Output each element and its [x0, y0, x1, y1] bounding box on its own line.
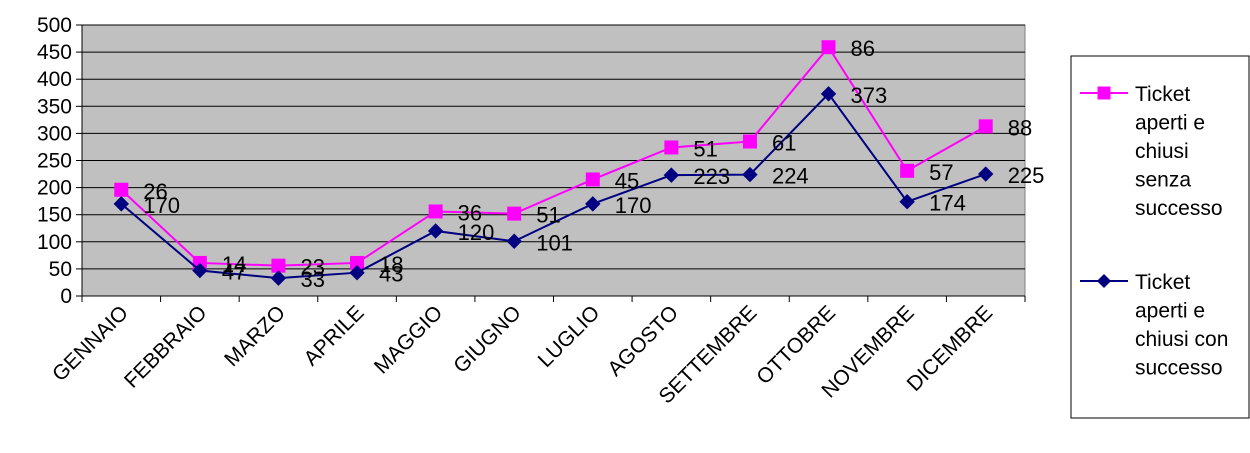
- data-point: [427, 223, 444, 239]
- series-2: [113, 86, 994, 286]
- legend-label: chiusi con: [1135, 328, 1228, 351]
- y-tick-label: 350: [37, 95, 72, 118]
- data-label: 14: [222, 252, 246, 277]
- data-point: [978, 119, 993, 134]
- data-label: 36: [458, 200, 482, 225]
- data-label: 47: [222, 260, 246, 285]
- data-label: 170: [615, 193, 652, 218]
- data-label: 43: [379, 262, 403, 287]
- y-tick-label: 250: [37, 150, 72, 173]
- data-label: 61: [772, 131, 796, 156]
- legend-label: aperti e: [1135, 300, 1205, 323]
- x-tick-label: LUGLIO: [534, 301, 605, 372]
- data-label: 23: [300, 255, 324, 280]
- y-tick-label: 100: [37, 231, 72, 254]
- data-point: [585, 172, 600, 187]
- y-tick-label: 400: [37, 68, 72, 91]
- data-label: 174: [929, 191, 966, 216]
- legend-marker: [1097, 86, 1111, 100]
- x-tick-label: AGOSTO: [603, 301, 683, 381]
- legend-label: senza: [1135, 169, 1191, 192]
- legend-entry-1: Ticket aperti e chiusi senza successo: [1080, 83, 1223, 220]
- y-tick-label: 50: [49, 258, 72, 281]
- legend-label: Ticket: [1135, 271, 1190, 294]
- x-tick-label: DICEMBRE: [903, 301, 998, 396]
- data-label: 57: [929, 160, 953, 185]
- y-axis: 0 50 100 150 200 250 300 350 400 450 500: [37, 14, 83, 308]
- data-label: 51: [693, 136, 717, 161]
- legend-box: [1070, 55, 1250, 419]
- data-point: [899, 193, 915, 210]
- data-label: 26: [143, 179, 167, 204]
- data-point: [349, 264, 365, 281]
- data-label: 120: [458, 220, 495, 245]
- data-label: 373: [851, 83, 888, 108]
- data-point: [114, 182, 129, 197]
- data-point: [742, 134, 757, 149]
- legend: Ticket aperti e chiusi senza successo Ticket a…: [1070, 55, 1250, 419]
- legend-label: chiusi: [1135, 140, 1189, 163]
- y-tick-label: 500: [37, 14, 72, 37]
- data-point: [585, 196, 601, 212]
- x-tick-label: MAGGIO: [370, 301, 447, 378]
- data-point: [664, 140, 679, 155]
- series-1: [114, 40, 993, 273]
- data-label: 88: [1008, 115, 1032, 140]
- series-line: [120, 45, 987, 267]
- data-point: [663, 167, 680, 183]
- data-point: [978, 166, 994, 182]
- data-label: 224: [772, 164, 809, 189]
- data-label: 225: [1008, 163, 1045, 188]
- data-point: [821, 40, 836, 55]
- x-tick-label: MARZO: [220, 301, 290, 371]
- x-tick-label: GENNAIO: [48, 301, 133, 386]
- y-tick-label: 150: [37, 204, 72, 227]
- x-tick-label: APRILE: [299, 301, 368, 370]
- y-tick-label: 450: [37, 41, 72, 64]
- data-point: [428, 204, 443, 219]
- data-point: [506, 233, 522, 249]
- data-label: 86: [851, 36, 875, 61]
- x-tick-label: GIUGNO: [449, 301, 525, 377]
- data-label: 223: [693, 164, 730, 189]
- series-layer: [113, 40, 994, 286]
- y-tick-label: 0: [60, 285, 72, 308]
- data-labels: 26 14 23 18 36 51 45 51 61 86 57 88 170 47 33 43 120 101 1…: [143, 36, 1044, 292]
- data-point: [113, 196, 129, 212]
- plot-area: [81, 24, 1026, 297]
- legend-entry-2: Ticket aperti e chiusi con successo: [1080, 271, 1228, 380]
- y-tick-label: 200: [37, 177, 72, 200]
- x-tick-label: FEBBRAIO: [120, 301, 211, 392]
- data-point: [192, 262, 208, 279]
- data-point: [271, 258, 286, 273]
- data-point: [900, 163, 915, 178]
- data-label: 101: [536, 230, 573, 255]
- legend-label: successo: [1135, 197, 1223, 220]
- data-label: 51: [536, 203, 560, 228]
- data-label: 33: [300, 267, 324, 292]
- legend-label: successo: [1135, 357, 1223, 380]
- legend-label: aperti e: [1135, 112, 1205, 135]
- data-point: [742, 166, 758, 183]
- data-label: 18: [379, 252, 403, 277]
- y-tick-label: 300: [37, 122, 72, 145]
- legend-marker: [1097, 274, 1111, 288]
- data-label: 170: [143, 193, 180, 218]
- data-point: [270, 270, 287, 286]
- data-label: 45: [615, 168, 639, 193]
- data-point: [820, 86, 837, 102]
- series-line: [120, 92, 987, 280]
- data-point: [507, 206, 522, 221]
- legend-label: Ticket: [1135, 83, 1190, 106]
